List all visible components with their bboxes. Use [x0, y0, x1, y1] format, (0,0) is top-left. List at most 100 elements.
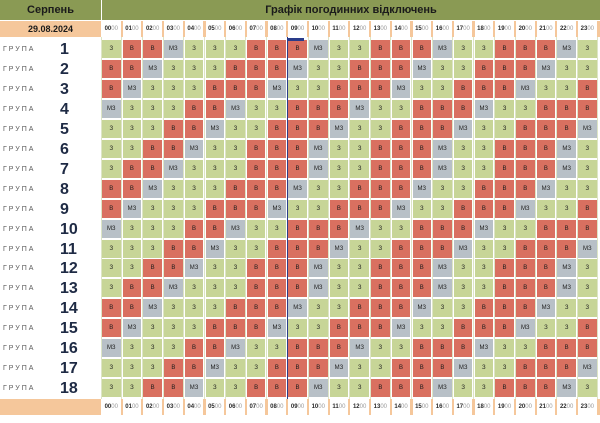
schedule-cell: В	[267, 119, 287, 138]
schedule-cell: В	[391, 279, 411, 298]
schedule-cell: В	[474, 199, 494, 218]
schedule-cell: З	[164, 319, 183, 338]
schedule-cell: З	[453, 279, 473, 298]
schedule-cell: В	[433, 359, 452, 378]
schedule-cell: МЗ	[536, 59, 556, 78]
hour-value: 23	[580, 404, 588, 410]
schedule-cell: В	[288, 239, 307, 258]
schedule-cell: В	[309, 239, 328, 258]
group-label: ГРУПА	[3, 305, 36, 313]
schedule-cell: З	[433, 59, 452, 78]
schedule-cell: В	[495, 299, 514, 318]
schedule-cell: В	[391, 359, 411, 378]
schedule-cell: В	[184, 219, 204, 238]
grid-line	[183, 37, 185, 399]
hour-value: 14	[394, 26, 402, 32]
schedule-cell: З	[309, 319, 328, 338]
minute-value: 00	[256, 26, 263, 32]
schedule-cell: В	[267, 159, 287, 178]
schedule-cell: МЗ	[309, 379, 328, 398]
schedule-cell: В	[267, 239, 287, 258]
schedule-cell: МЗ	[267, 199, 287, 218]
minute-value: 00	[338, 404, 346, 410]
schedule-cell: МЗ	[453, 359, 473, 378]
schedule-cell: В	[433, 99, 452, 118]
schedule-cell: В	[516, 40, 535, 58]
schedule-cell: МЗ	[184, 259, 204, 278]
minute-value: 00	[421, 404, 429, 410]
schedule-cell: В	[288, 139, 307, 158]
schedule-cell: В	[495, 379, 514, 398]
grid-line	[597, 37, 599, 399]
schedule-cell: В	[184, 119, 204, 138]
schedule-cell: МЗ	[226, 99, 245, 118]
schedule-cell: В	[350, 299, 369, 318]
schedule-cell: З	[102, 40, 121, 58]
hour-value: 02	[145, 26, 153, 32]
group-row-label: ГРУПА 7	[0, 160, 101, 179]
schedule-cell: З	[226, 139, 245, 158]
schedule-cell: В	[474, 59, 494, 78]
minute-value: 00	[131, 26, 139, 32]
hour-value: 03	[166, 404, 174, 410]
minute-value: 00	[152, 404, 160, 410]
schedule-cell: З	[122, 119, 142, 138]
hour-value: 19	[497, 404, 505, 410]
group-number: 13	[60, 280, 78, 298]
schedule-cell: В	[412, 359, 431, 378]
schedule-cell: МЗ	[102, 99, 121, 118]
hour-label-11: 1100	[329, 399, 349, 415]
current-time-marker	[288, 38, 305, 41]
schedule-cell: В	[391, 59, 411, 78]
group-number: 9	[60, 200, 69, 218]
schedule-cell: З	[102, 119, 121, 138]
schedule-cell: В	[495, 199, 514, 218]
schedule-cell: В	[143, 259, 162, 278]
grid-line	[576, 37, 578, 399]
schedule-cell: МЗ	[412, 299, 431, 318]
schedule-cell: З	[164, 99, 183, 118]
schedule-cell: З	[102, 279, 121, 298]
schedule-cell: МЗ	[184, 379, 204, 398]
schedule-cell: В	[536, 219, 556, 238]
schedule-cell: МЗ	[309, 139, 328, 158]
schedule-cell: В	[184, 99, 204, 118]
schedule-cell: З	[267, 339, 287, 358]
schedule-cell: З	[246, 219, 266, 238]
group-row-label: ГРУПА 11	[0, 240, 101, 259]
hour-label-10: 1000	[309, 21, 328, 37]
schedule-cell: В	[536, 99, 556, 118]
group-label: ГРУПА	[3, 85, 36, 93]
schedule-cell: З	[184, 299, 204, 318]
schedule-cell: В	[412, 279, 431, 298]
schedule-cell: З	[226, 239, 245, 258]
grid-line	[431, 37, 433, 399]
group-row-label: ГРУПА 9	[0, 200, 101, 219]
grid-line	[452, 37, 454, 399]
schedule-cell: В	[350, 179, 369, 198]
schedule-cell: З	[536, 199, 556, 218]
group-label: ГРУПА	[3, 285, 36, 293]
schedule-cell: В	[329, 339, 349, 358]
grid-line	[514, 37, 516, 399]
grid-line	[473, 37, 475, 399]
schedule-cell: В	[122, 59, 142, 78]
schedule-cell: В	[516, 359, 535, 378]
schedule-cell: В	[205, 319, 224, 338]
hour-value: 10	[311, 26, 319, 32]
group-row-label: ГРУПА 5	[0, 120, 101, 139]
schedule-title: Графік погодинних відключень	[102, 0, 600, 20]
schedule-cell: З	[329, 159, 349, 178]
schedule-cell: З	[226, 259, 245, 278]
group-label: ГРУПА	[3, 185, 36, 193]
schedule-cell: З	[578, 259, 597, 278]
group-number: 18	[60, 380, 78, 398]
hour-label-05: 0500	[205, 21, 224, 37]
schedule-cell: З	[495, 219, 514, 238]
group-number: 7	[60, 160, 69, 178]
schedule-cell: З	[143, 119, 162, 138]
schedule-cell: В	[309, 339, 328, 358]
schedule-cell: В	[246, 139, 266, 158]
hour-label-03: 0300	[164, 399, 183, 415]
schedule-cell: В	[495, 179, 514, 198]
